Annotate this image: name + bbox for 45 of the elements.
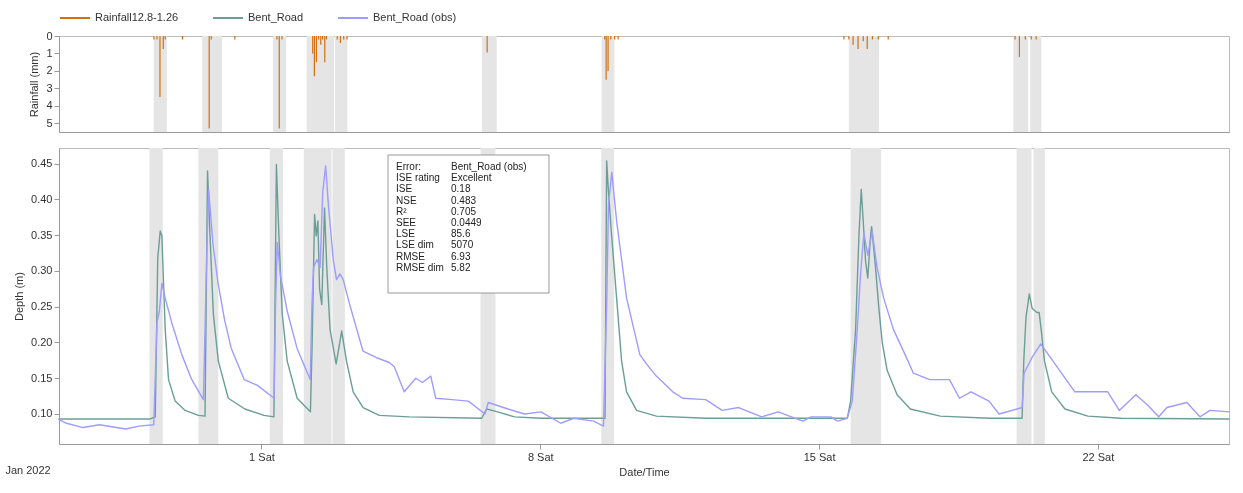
annotation: RMSE dim: [396, 261, 444, 273]
annotation: Excellent: [451, 172, 492, 184]
y-tick-label: 4: [46, 99, 53, 112]
annotation: R²: [396, 205, 408, 217]
annotation: ISE rating: [396, 172, 440, 184]
y-axis-title: Rainfall (mm): [28, 51, 41, 118]
x-tick-label: 22 Sat: [1082, 450, 1115, 463]
annotation: 85.6: [451, 228, 471, 240]
annotation: Error:: [396, 161, 421, 172]
y-tick-label: 0.45: [31, 157, 53, 170]
y-tick-label: 1: [46, 46, 53, 59]
y-tick-label: 0.30: [31, 264, 53, 277]
annotation: Bent_Road (obs): [451, 161, 527, 172]
annotation: 0.18: [451, 183, 471, 195]
y-tick-label: 0.35: [31, 228, 53, 241]
legend-label: Bent_Road: [248, 11, 304, 23]
annotation: SEE: [396, 217, 417, 228]
text: Jan 2022: [5, 464, 51, 476]
y-axis-title: Depth (m): [13, 272, 26, 321]
annotation: RMSE: [396, 250, 426, 262]
x-axis-title: Date/Time: [619, 465, 670, 478]
y-tick-label: 3: [46, 81, 53, 94]
annotation: 6.93: [451, 250, 471, 262]
annotation: NSE: [396, 194, 417, 206]
y-tick-label: 0.25: [31, 300, 53, 313]
annotation: 0.483: [451, 194, 477, 206]
x-tick-label: 8 Sat: [527, 450, 554, 463]
annotation: 5.82: [451, 261, 471, 273]
x-tick-label: 15 Sat: [803, 450, 836, 463]
x-tick-label: 1 Sat: [249, 450, 275, 463]
y-tick-label: 0.10: [31, 407, 53, 420]
annotation: 0.0449: [451, 217, 483, 228]
y-tick-label: 0.15: [31, 371, 53, 384]
y-tick-label: 5: [46, 116, 53, 129]
y-tick-label: 0.20: [31, 335, 53, 348]
annotation: 0.705: [451, 205, 477, 217]
y-tick-label: 0: [46, 29, 53, 42]
legend-label: Bent_Road (obs): [373, 11, 457, 23]
annotation: LSE dim: [396, 239, 434, 251]
annotation: 5070: [451, 239, 474, 251]
legend-label: Rainfall12.8-1.26: [95, 11, 179, 23]
annotation: ISE: [396, 183, 413, 195]
y-tick-label: 2: [46, 64, 53, 77]
y-tick-label: 0.40: [31, 192, 53, 205]
annotation: LSE: [396, 228, 416, 240]
